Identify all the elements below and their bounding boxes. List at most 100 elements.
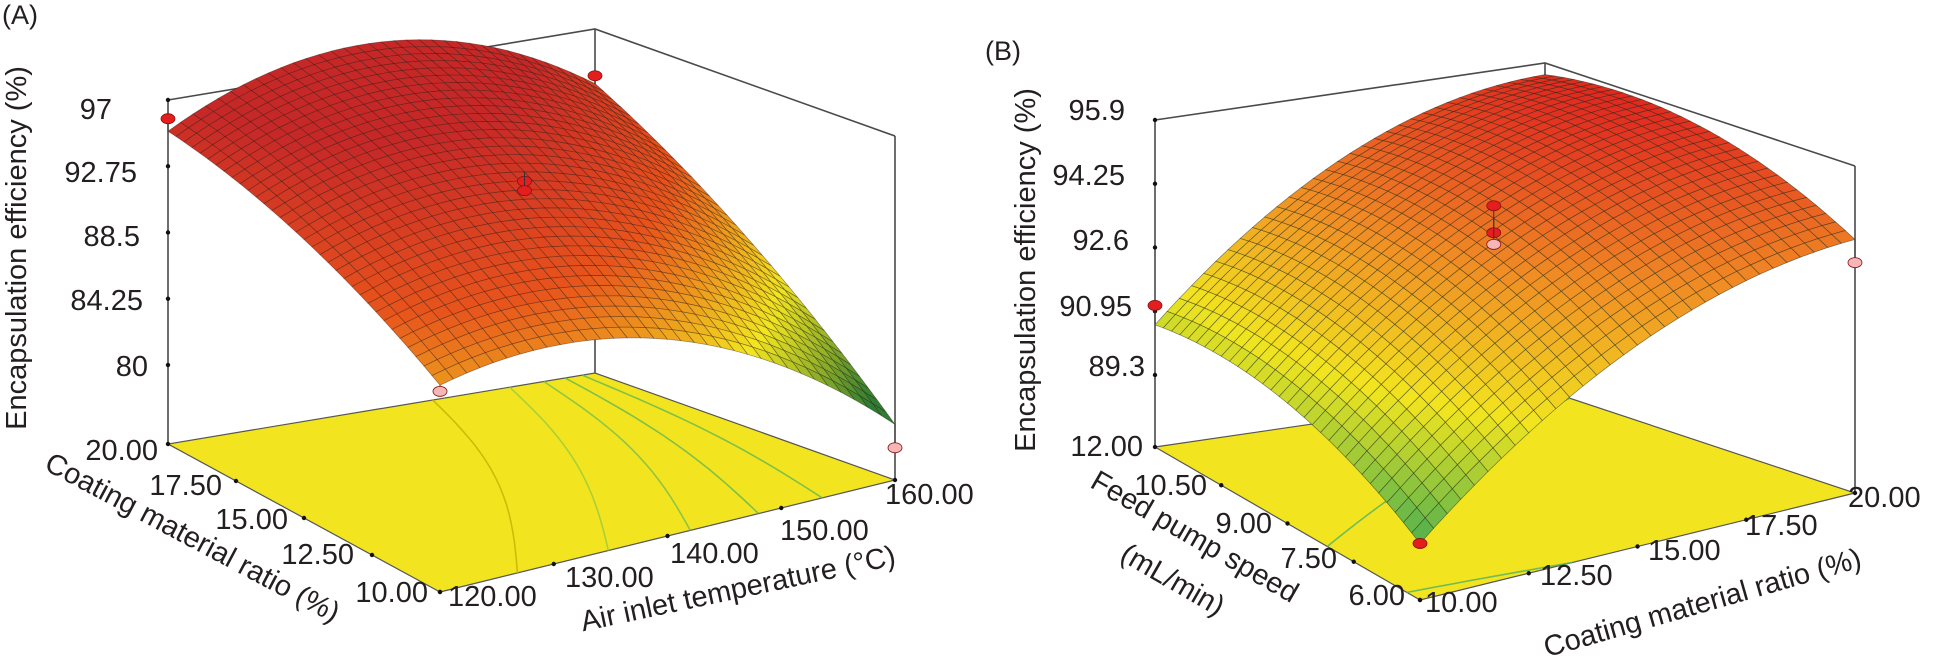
surface-cell xyxy=(749,247,772,267)
a-y-tick-4: 17.50 xyxy=(149,470,222,502)
b-x-tick-4: 17.50 xyxy=(1745,510,1818,542)
z-tick-mark xyxy=(1152,245,1158,250)
design-point-above xyxy=(1147,300,1163,311)
floor-contour-line xyxy=(432,399,519,574)
x-tick-mark xyxy=(892,477,898,483)
floor-contour-line xyxy=(1406,561,1573,594)
a-z-tick-3: 88.5 xyxy=(84,221,140,253)
surface-cell xyxy=(758,257,781,277)
x-tick-mark xyxy=(551,561,556,567)
design-point-below xyxy=(432,386,448,397)
x-tick-mark xyxy=(779,505,784,511)
y-tick-mark xyxy=(1219,483,1224,488)
b-z-tick-5: 95.9 xyxy=(1069,95,1125,127)
surface-cell xyxy=(714,207,737,226)
panel-a-label: (A) xyxy=(2,0,38,30)
z-tick-mark xyxy=(1152,181,1158,186)
b-y-tick-4: 10.50 xyxy=(1134,470,1207,502)
x-tick-mark xyxy=(1744,517,1749,522)
surface-cell xyxy=(740,237,763,256)
floor-contour-line xyxy=(543,380,691,531)
y-tick-mark xyxy=(1152,444,1158,450)
a-z-tick-2: 84.25 xyxy=(70,285,143,317)
a-z-tick-4: 92.75 xyxy=(64,157,137,189)
a-y-tick-3: 15.00 xyxy=(215,504,288,536)
panel-b-front-frame xyxy=(1152,444,1858,603)
a-y-tick-5: 20.00 xyxy=(85,435,158,467)
surface-cell xyxy=(696,188,719,207)
x-tick-mark xyxy=(1635,544,1640,549)
b-y-tick-3: 9.00 xyxy=(1216,508,1272,540)
surface-cell xyxy=(766,268,790,288)
b-z-tick-4: 94.25 xyxy=(1052,160,1125,192)
surface-cell xyxy=(705,198,728,216)
design-point-above xyxy=(517,185,532,197)
surface-cell xyxy=(652,143,675,160)
y-tick-mark xyxy=(1351,559,1356,564)
y-tick-mark xyxy=(165,441,171,447)
b-x-tick-3: 15.00 xyxy=(1648,535,1721,567)
x-tick-mark xyxy=(1852,490,1858,496)
a-y-tick-1: 10.00 xyxy=(355,577,428,609)
a-x-tick-5: 160.00 xyxy=(885,479,974,511)
panel-a-front-frame xyxy=(165,441,898,595)
a-x-tick-3: 140.00 xyxy=(670,538,759,570)
surface-cell xyxy=(854,379,878,401)
a-z-tick-1: 80 xyxy=(116,351,148,383)
y-tick-mark xyxy=(1285,521,1290,526)
panel-a-design-points xyxy=(160,70,903,454)
a-x-tick-1: 120.00 xyxy=(448,581,537,613)
y-tick-mark xyxy=(1417,597,1423,603)
b-z-tick-1: 89.3 xyxy=(1089,351,1145,383)
a-z-tick-5: 97 xyxy=(80,94,112,126)
design-point-above xyxy=(1486,200,1502,212)
a-z-axis-label: Encapsulation efficiency (%) xyxy=(1,66,33,430)
panel-b-label: (B) xyxy=(985,36,1021,66)
b-y-tick-2: 7.50 xyxy=(1281,543,1337,575)
x-tick-mark xyxy=(665,533,670,539)
b-z-tick-3: 92.6 xyxy=(1073,225,1129,257)
surface-cell xyxy=(670,161,693,178)
panel-b-design-points xyxy=(1147,200,1863,549)
z-tick-mark xyxy=(165,97,171,103)
design-point-above xyxy=(1412,538,1428,549)
surface-cell xyxy=(722,217,746,236)
z-tick-mark xyxy=(165,164,171,169)
design-point-above xyxy=(587,70,603,82)
panel-a-floor xyxy=(166,372,898,593)
panel-b-surface xyxy=(1154,74,1856,545)
z-tick-mark xyxy=(165,362,171,368)
floor-contour-line xyxy=(581,374,823,499)
y-tick-mark xyxy=(369,552,375,558)
z-tick-mark xyxy=(1152,117,1158,123)
panel-a: (A) 97 92.75 88.5 84.25 80 20.00 17.50 1… xyxy=(1,0,974,638)
y-tick-mark xyxy=(233,478,239,484)
y-tick-mark xyxy=(301,515,307,521)
y-tick-mark xyxy=(437,589,443,595)
surface-cell xyxy=(872,403,896,425)
surface-cell xyxy=(731,227,755,246)
surface-cell xyxy=(687,179,710,197)
z-tick-mark xyxy=(1152,372,1158,378)
a-y-tick-2: 12.50 xyxy=(281,539,354,571)
x-tick-mark xyxy=(1526,571,1531,576)
b-z-axis-label: Encapsulation efficiency (%) xyxy=(1010,88,1042,452)
b-x-tick-5: 20.00 xyxy=(1848,482,1921,514)
floor-contour-line xyxy=(564,377,760,515)
panel-b: (B) 95.9 94.25 92.6 90.95 89.3 12.00 10.… xyxy=(985,36,1921,664)
floor-plane xyxy=(166,372,898,593)
surface-cell xyxy=(793,300,816,320)
z-tick-mark xyxy=(165,296,171,301)
panel-a-surface xyxy=(167,39,896,425)
z-tick-mark xyxy=(165,230,171,235)
surface-cell xyxy=(626,117,649,134)
b-z-tick-2: 90.95 xyxy=(1059,291,1132,323)
b-y-tick-5: 12.00 xyxy=(1070,431,1143,463)
a-x-tick-4: 150.00 xyxy=(780,515,869,547)
surface-cell xyxy=(1831,230,1856,244)
design-point-below xyxy=(887,442,903,454)
design-point-above xyxy=(160,113,176,125)
design-point-below xyxy=(1486,238,1502,250)
b-x-tick-2: 12.50 xyxy=(1540,560,1613,592)
